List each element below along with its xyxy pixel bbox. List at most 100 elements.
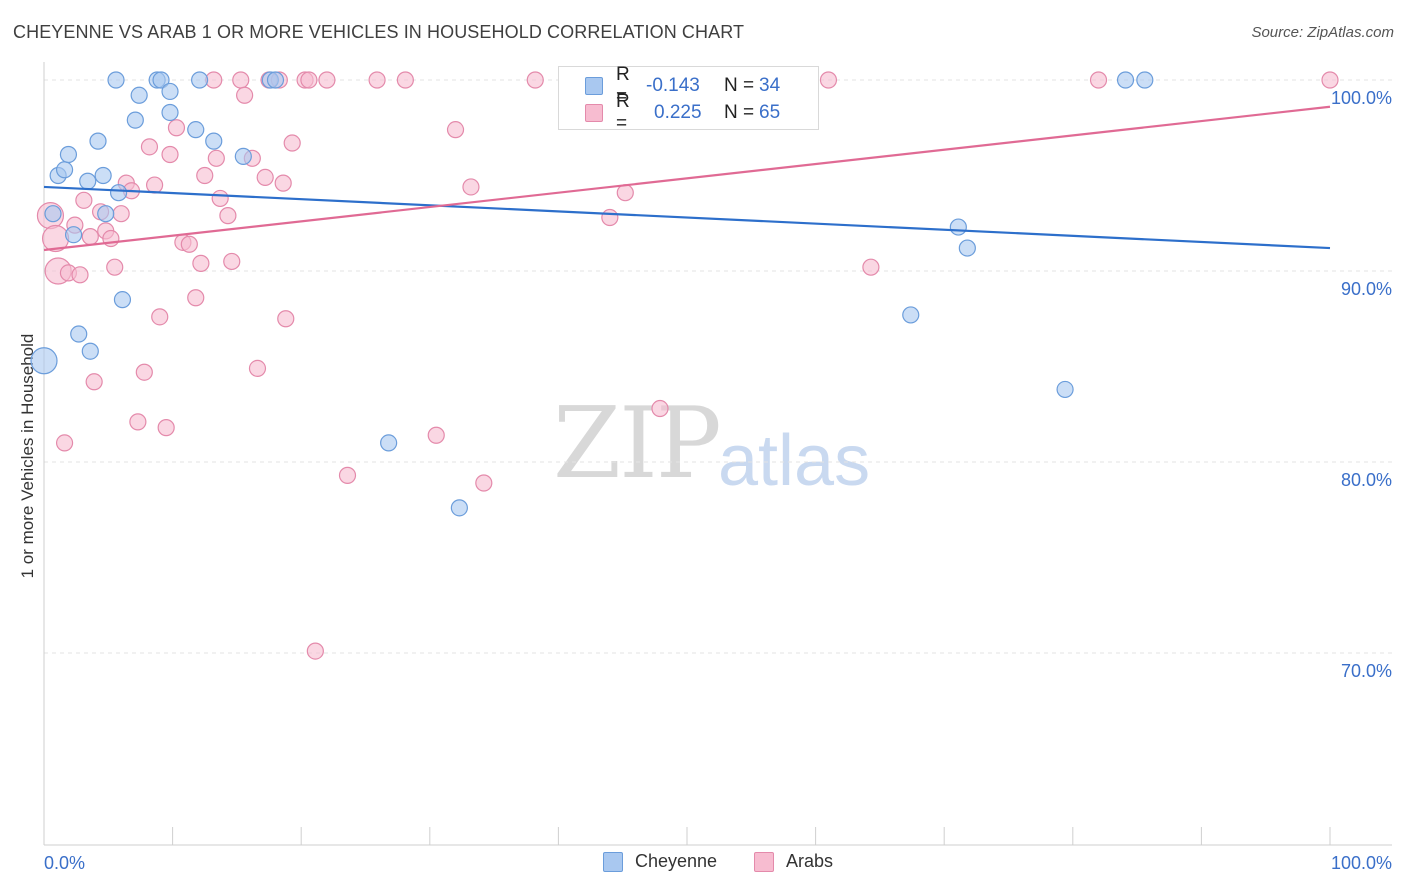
point-arabs	[1321, 71, 1339, 89]
point-arabs	[140, 138, 159, 156]
point-cheyenne	[205, 132, 223, 150]
point-cheyenne	[1116, 71, 1135, 89]
point-arabs	[112, 205, 130, 223]
point-arabs	[161, 145, 179, 164]
series-legend-arabs[interactable]: Arabs	[754, 851, 833, 872]
point-cheyenne	[94, 166, 112, 185]
point-cheyenne	[44, 205, 62, 223]
point-arabs	[1089, 71, 1108, 89]
legend-n-label: N =	[724, 75, 755, 96]
point-arabs	[151, 308, 169, 326]
point-arabs	[135, 363, 153, 381]
point-cheyenne	[81, 342, 99, 360]
point-cheyenne	[79, 172, 97, 190]
correlation-legend: R = -0.143 N = 34 R = 0.225 N = 65	[558, 64, 819, 134]
watermark-atlas: atlas	[718, 421, 871, 501]
legend-n-label: N =	[724, 102, 755, 123]
point-cheyenne	[450, 499, 468, 517]
series-legend-label: Arabs	[786, 851, 834, 871]
point-cheyenne	[59, 145, 78, 164]
point-cheyenne	[161, 103, 179, 122]
point-arabs	[211, 189, 229, 208]
y-tick-label: 70.0%	[1341, 661, 1392, 681]
legend-swatch-arabs	[585, 104, 603, 122]
point-cheyenne	[380, 434, 398, 452]
point-cheyenne	[130, 86, 148, 104]
point-cheyenne	[97, 205, 115, 223]
point-arabs	[223, 252, 241, 271]
point-arabs	[196, 166, 214, 185]
legend-r-label: R =	[616, 91, 630, 134]
point-cheyenne	[1056, 380, 1074, 399]
point-cheyenne	[113, 291, 132, 309]
legend-swatch-cheyenne	[585, 77, 603, 95]
trendline-cheyenne	[43, 185, 1331, 250]
legend-r-label: R =	[616, 64, 630, 107]
point-arabs	[601, 208, 619, 227]
point-arabs	[338, 466, 357, 484]
point-arabs	[55, 434, 74, 452]
point-cheyenne	[191, 71, 209, 89]
point-cheyenne	[55, 161, 74, 179]
point-arabs	[75, 191, 93, 209]
point-arabs	[85, 373, 103, 391]
grid-layer	[44, 79, 1392, 654]
legend-row-cheyenne: R = -0.143 N = 34	[585, 64, 780, 107]
point-cheyenne	[152, 71, 170, 89]
point-arabs	[145, 176, 164, 194]
chart-title: CHEYENNE VS ARAB 1 OR MORE VEHICLES IN H…	[13, 22, 745, 42]
point-arabs	[274, 174, 292, 192]
point-cheyenne	[949, 218, 967, 236]
point-cheyenne	[89, 132, 107, 150]
point-cheyenne	[30, 347, 58, 375]
point-arabs	[232, 71, 250, 89]
point-arabs	[300, 71, 318, 89]
axis-layer	[43, 62, 1392, 846]
point-arabs	[277, 310, 295, 328]
point-arabs	[306, 642, 324, 660]
point-cheyenne	[902, 306, 920, 324]
y-tick-label: 90.0%	[1341, 279, 1392, 299]
point-arabs	[71, 266, 89, 284]
point-arabs	[157, 419, 175, 437]
trend-layer	[43, 105, 1331, 252]
point-cheyenne	[109, 184, 128, 202]
point-arabs	[396, 71, 414, 89]
point-arabs	[106, 258, 124, 276]
y-tick-label: 100.0%	[1331, 88, 1392, 108]
point-arabs	[180, 235, 198, 253]
series-swatch-arabs	[754, 851, 774, 872]
point-cheyenne	[234, 147, 252, 165]
point-arabs	[81, 228, 99, 246]
source-label: Source: ZipAtlas.com	[1251, 24, 1394, 41]
point-arabs	[475, 474, 493, 492]
point-arabs	[318, 71, 336, 89]
point-arabs	[462, 178, 480, 196]
point-cheyenne	[126, 111, 144, 129]
point-arabs	[526, 71, 544, 89]
point-cheyenne	[64, 226, 83, 244]
point-cheyenne	[1136, 71, 1154, 89]
point-arabs	[248, 359, 267, 378]
watermark-zip: ZIP	[553, 387, 722, 501]
label-layer: 100.0% 90.0% 80.0% 70.0% 0.0% 100.0%	[44, 88, 1392, 873]
legend-r-value: 0.225	[654, 102, 702, 123]
point-cheyenne	[266, 71, 285, 89]
points-layer	[30, 71, 1339, 660]
point-cheyenne	[161, 82, 179, 101]
point-arabs	[651, 399, 669, 418]
legend-row-arabs: R = 0.225 N = 65	[585, 91, 781, 134]
point-arabs	[129, 413, 147, 431]
point-arabs	[427, 426, 445, 444]
point-cheyenne	[107, 71, 125, 89]
legend-n-value: 65	[759, 102, 781, 123]
x-tick-label: 100.0%	[1331, 853, 1392, 873]
point-cheyenne	[187, 121, 205, 139]
point-arabs	[862, 258, 880, 276]
series-legend-cheyenne[interactable]: Cheyenne	[603, 851, 717, 872]
point-arabs	[167, 119, 186, 137]
point-cheyenne	[70, 325, 88, 343]
series-legend-label: Cheyenne	[635, 851, 718, 871]
series-legend: Cheyenne Arabs	[0, 851, 1406, 877]
